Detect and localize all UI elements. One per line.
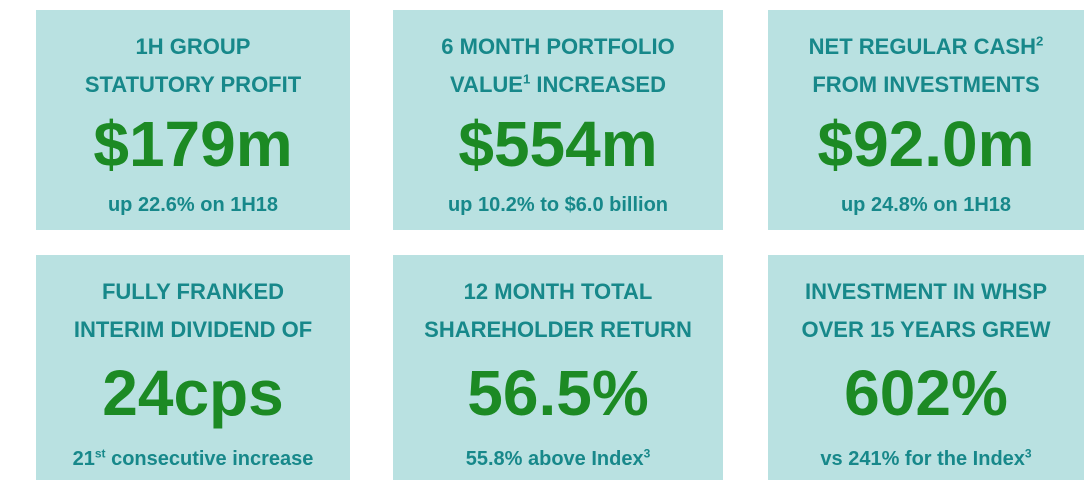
tile-value: $92.0m [817,108,1035,180]
tile-heading: OVER 15 YEARS GREW [768,317,1084,343]
tile-note: 21st consecutive increase [36,447,350,471]
tile-heading: SHAREHOLDER RETURN [393,317,723,343]
tile-note: vs 241% for the Index3 [768,447,1084,471]
tile-note: up 10.2% to $6.0 billion [393,193,723,217]
text-segment: FULLY FRANKED [101,279,285,304]
text-segment: 1H GROUP [135,34,251,59]
text-segment: VALUE [450,72,523,97]
superscript: 1 [522,71,531,87]
tile-note: up 22.6% on 1H18 [36,193,350,217]
tile-heading: FROM INVESTMENTS [768,72,1084,98]
text-segment: INTERIM DIVIDEND OF [73,317,313,342]
text-segment: 21 [72,448,95,470]
text-segment: up 24.8% on 1H18 [840,194,1012,216]
tile-value: $554m [458,108,658,180]
text-segment: consecutive increase [105,448,314,470]
text-segment: 12 MONTH TOTAL [463,279,653,304]
tile-heading: 6 MONTH PORTFOLIO [393,34,723,60]
tile-value: 602% [844,357,1008,429]
tile-heading: FULLY FRANKED [36,279,350,305]
text-segment: up 22.6% on 1H18 [107,194,279,216]
text-segment: SHAREHOLDER RETURN [424,317,692,342]
kpi-tile: FULLY FRANKED INTERIM DIVIDEND OF 24cps 21s… [36,255,350,480]
tile-heading: NET REGULAR CASH2 [768,34,1084,60]
text-segment: STATUTORY PROFIT [84,72,302,97]
text-segment: INVESTMENT IN WHSP [804,279,1047,304]
tile-heading: INVESTMENT IN WHSP [768,279,1084,305]
tile-note: up 24.8% on 1H18 [768,193,1084,217]
text-segment: up 10.2% to $6.0 billion [447,194,669,216]
tile-heading: INTERIM DIVIDEND OF [36,317,350,343]
text-segment: OVER 15 YEARS GREW [801,317,1051,342]
kpi-tile: 12 MONTH TOTAL SHAREHOLDER RETURN 56.5% 55.… [393,255,723,480]
kpi-tile: 6 MONTH PORTFOLIO VALUE1 INCREASED $554m up… [393,10,723,230]
tile-note: 55.8% above Index3 [393,447,723,471]
tile-heading: 12 MONTH TOTAL [393,279,723,305]
superscript: st [94,446,106,461]
tile-heading: 1H GROUP [36,34,350,60]
tile-value: 56.5% [467,357,649,429]
tile-heading: STATUTORY PROFIT [36,72,350,98]
text-segment: FROM INVESTMENTS [812,72,1040,97]
text-segment: 55.8% above Index [465,448,644,470]
superscript: 2 [1036,33,1044,49]
kpi-tile: INVESTMENT IN WHSP OVER 15 YEARS GREW 602%… [768,255,1084,480]
text-segment: vs 241% for the Index [820,448,1025,470]
tile-heading: VALUE1 INCREASED [393,72,723,98]
kpi-tile: NET REGULAR CASH2 FROM INVESTMENTS $92.0m u… [768,10,1084,230]
superscript: 3 [643,446,651,461]
tile-value: $179m [93,108,293,180]
superscript: 3 [1024,446,1032,461]
text-segment: 6 MONTH PORTFOLIO [441,34,675,59]
text-segment: INCREASED [530,72,666,97]
tile-value: 24cps [102,357,284,429]
kpi-tile: 1H GROUP STATUTORY PROFIT $179m up 22.6% on… [36,10,350,230]
text-segment: NET REGULAR CASH [808,34,1036,59]
